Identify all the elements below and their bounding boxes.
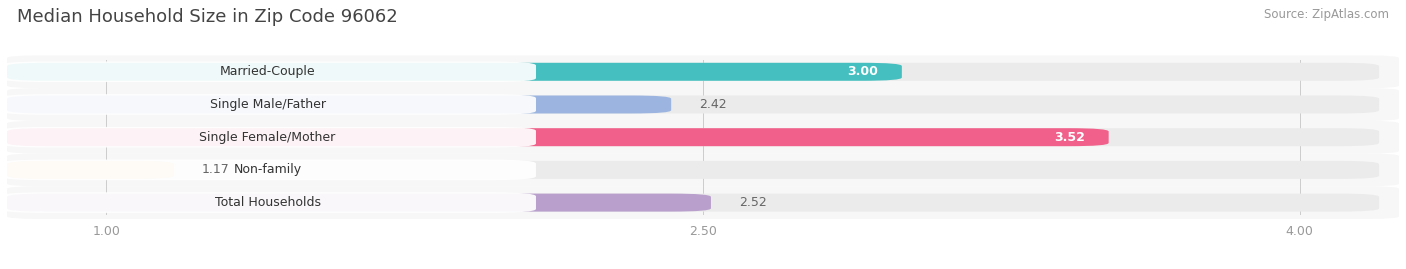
FancyBboxPatch shape: [0, 62, 536, 82]
FancyBboxPatch shape: [7, 194, 711, 212]
Text: 3.00: 3.00: [846, 65, 877, 78]
FancyBboxPatch shape: [7, 63, 1379, 81]
FancyBboxPatch shape: [0, 127, 536, 147]
FancyBboxPatch shape: [7, 161, 174, 179]
FancyBboxPatch shape: [7, 186, 1399, 219]
FancyBboxPatch shape: [0, 192, 536, 213]
FancyBboxPatch shape: [7, 128, 1379, 146]
FancyBboxPatch shape: [7, 95, 671, 114]
FancyBboxPatch shape: [7, 194, 1379, 212]
FancyBboxPatch shape: [0, 160, 536, 180]
FancyBboxPatch shape: [7, 161, 1379, 179]
Text: Total Households: Total Households: [215, 196, 321, 209]
Text: 1.17: 1.17: [202, 163, 229, 176]
FancyBboxPatch shape: [7, 88, 1399, 121]
FancyBboxPatch shape: [0, 94, 536, 115]
FancyBboxPatch shape: [7, 121, 1399, 154]
Text: 2.52: 2.52: [738, 196, 766, 209]
FancyBboxPatch shape: [7, 63, 901, 81]
Text: Source: ZipAtlas.com: Source: ZipAtlas.com: [1264, 8, 1389, 21]
Text: Non-family: Non-family: [233, 163, 301, 176]
Text: Single Male/Father: Single Male/Father: [209, 98, 326, 111]
Text: Single Female/Mother: Single Female/Mother: [200, 131, 336, 144]
Text: 2.42: 2.42: [699, 98, 727, 111]
Text: Median Household Size in Zip Code 96062: Median Household Size in Zip Code 96062: [17, 8, 398, 26]
FancyBboxPatch shape: [7, 55, 1399, 88]
FancyBboxPatch shape: [7, 128, 1109, 146]
Text: 3.52: 3.52: [1054, 131, 1085, 144]
FancyBboxPatch shape: [7, 95, 1379, 114]
FancyBboxPatch shape: [7, 154, 1399, 186]
Text: Married-Couple: Married-Couple: [219, 65, 315, 78]
